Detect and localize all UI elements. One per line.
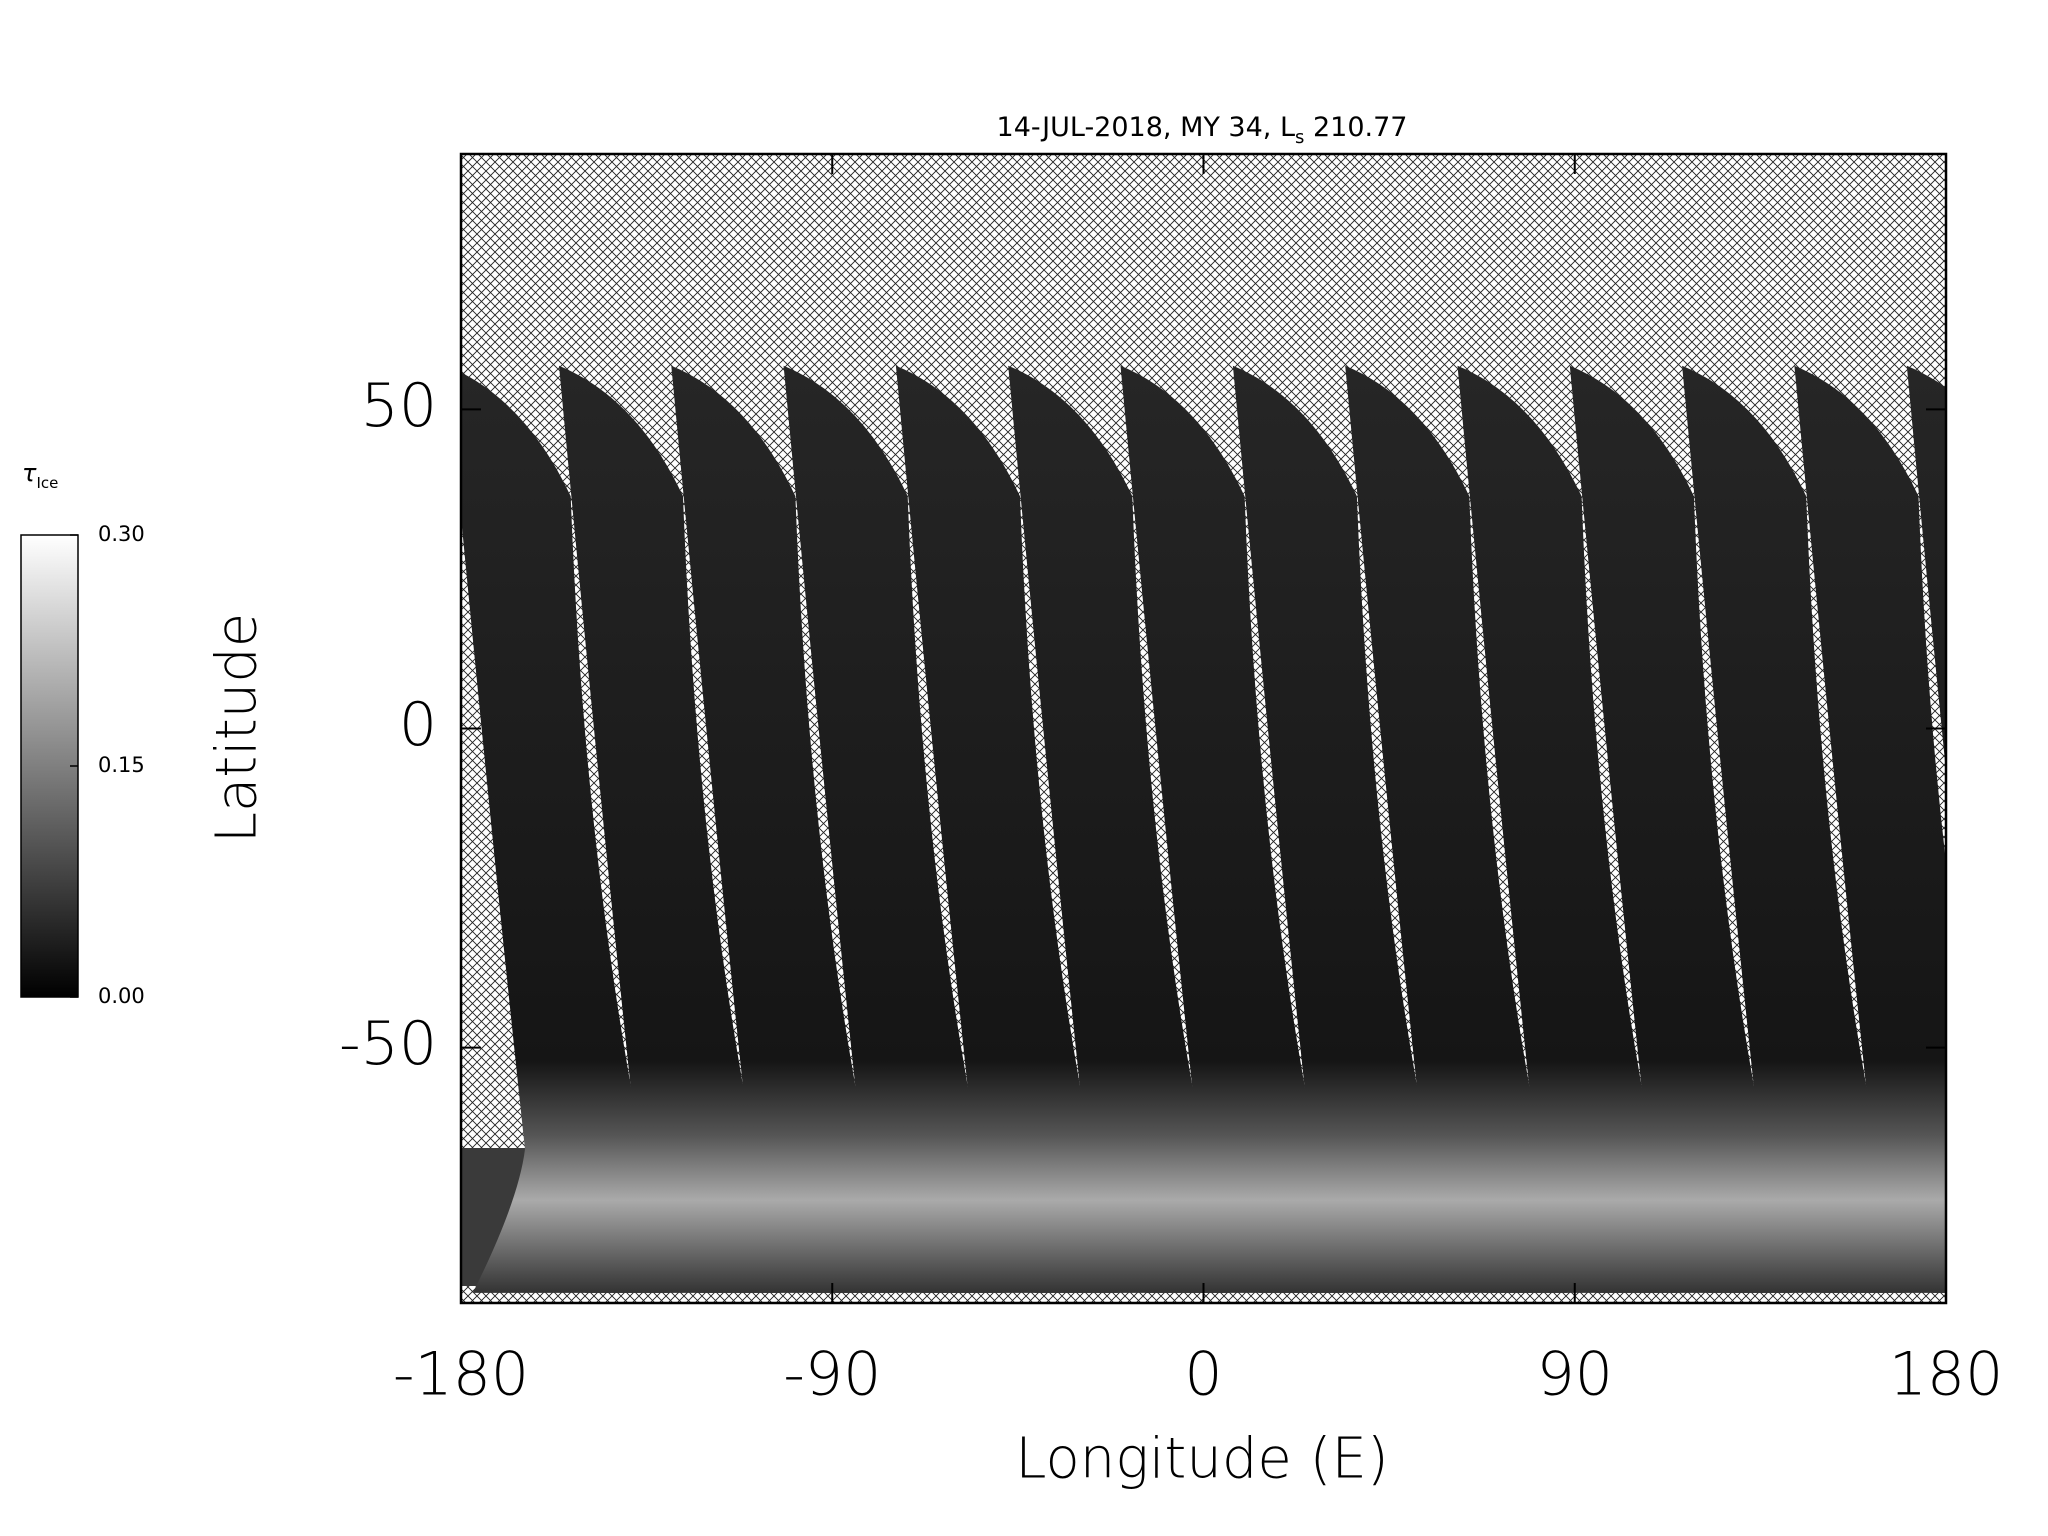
- colorbar-tick-label: 0.00: [98, 984, 145, 1008]
- swath: [1569, 365, 1792, 1293]
- title-subscript: s: [1295, 127, 1304, 148]
- colorbar-symbol: τ: [22, 459, 37, 487]
- swath: [461, 372, 669, 1293]
- swath: [1120, 365, 1343, 1293]
- swath: [671, 365, 894, 1293]
- swaths: [461, 365, 1946, 1293]
- swath: [895, 365, 1118, 1293]
- colorbar-subscript: Ice: [36, 474, 58, 492]
- swath: [1345, 365, 1568, 1293]
- x-tick-label: 180: [1889, 1340, 2004, 1410]
- title-text: 14-JUL-2018, MY 34, L: [997, 112, 1295, 143]
- swath: [783, 365, 1006, 1293]
- colorbar: [20, 534, 79, 998]
- y-tick-label: -50: [339, 1009, 437, 1079]
- swath: [1457, 365, 1680, 1293]
- y-axis-label: Latitude: [204, 613, 269, 843]
- swath: [1906, 365, 1946, 1293]
- x-tick-label: 0: [1184, 1340, 1222, 1410]
- swath: [1682, 365, 1905, 1293]
- y-tick-label: 0: [399, 690, 437, 760]
- swath: [1232, 365, 1455, 1293]
- swath: [559, 365, 781, 1293]
- swath: [1794, 365, 1946, 1293]
- colorbar-tick-label: 0.15: [98, 753, 145, 777]
- colorbar-label: τIce: [22, 459, 58, 492]
- y-tick-label: 50: [361, 371, 437, 441]
- x-tick-label: -180: [393, 1340, 529, 1410]
- x-axis-label: Longitude (E): [1015, 1426, 1388, 1491]
- swath: [1008, 365, 1231, 1293]
- title-text: 210.77: [1304, 112, 1407, 143]
- x-tick-label: -90: [783, 1340, 881, 1410]
- colorbar-tick-label: 0.30: [98, 522, 145, 546]
- chart-title: 14-JUL-2018, MY 34, Ls 210.77: [997, 112, 1408, 149]
- x-tick-label: 90: [1537, 1340, 1613, 1410]
